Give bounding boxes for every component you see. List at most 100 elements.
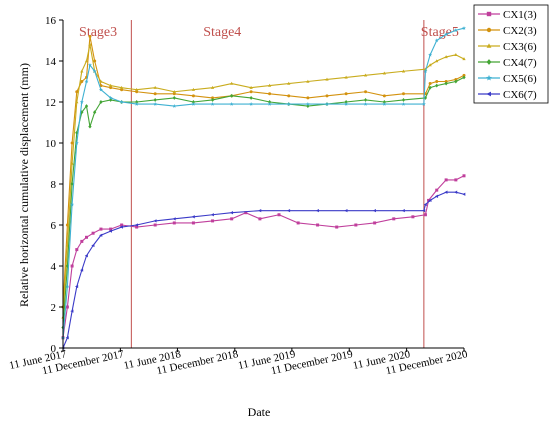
data-point (70, 202, 75, 207)
data-point (462, 57, 466, 61)
data-point (88, 34, 92, 38)
legend-item: CX2(3) (478, 25, 537, 37)
data-point (172, 89, 176, 93)
data-point (401, 209, 405, 213)
data-point (210, 98, 215, 102)
data-point (428, 198, 432, 203)
data-point (363, 73, 368, 77)
data-point (99, 100, 103, 104)
data-point (382, 94, 386, 98)
data-point (454, 77, 458, 81)
series-line (62, 35, 465, 308)
data-point (84, 104, 89, 109)
data-point (454, 178, 458, 182)
data-point (344, 75, 348, 79)
data-point (153, 223, 157, 227)
data-point (75, 100, 79, 104)
legend-item: CX1(3) (478, 9, 537, 21)
data-point (134, 101, 139, 106)
data-point (444, 32, 449, 37)
data-point (91, 243, 95, 248)
data-point (153, 101, 158, 106)
data-point (462, 174, 466, 178)
data-point (74, 284, 79, 289)
data-point (315, 209, 319, 213)
data-point (373, 221, 377, 225)
data-point (70, 309, 74, 313)
data-point (80, 239, 84, 243)
data-point (286, 101, 291, 106)
data-point (428, 82, 432, 86)
data-point (70, 161, 74, 165)
data-point (70, 141, 74, 145)
data-point (87, 63, 92, 67)
data-point (108, 229, 113, 233)
data-point (354, 223, 358, 227)
data-point (306, 96, 310, 100)
data-point (191, 94, 195, 98)
legend-label: CX5(6) (503, 73, 537, 85)
data-point (401, 92, 405, 96)
legend-item: CX4(7) (478, 57, 537, 69)
data-point (344, 101, 349, 106)
data-point (109, 98, 113, 102)
series-CX2(3) (61, 34, 466, 309)
data-point (119, 99, 124, 104)
data-point (172, 221, 176, 225)
y-tick-label: 12 (45, 97, 56, 109)
data-point (401, 101, 406, 106)
data-point (93, 59, 97, 63)
legend-label: CX2(3) (503, 25, 537, 37)
data-point (153, 92, 157, 96)
data-point (84, 79, 89, 84)
data-point (85, 235, 89, 239)
data-point (120, 88, 124, 92)
y-tick-label: 4 (51, 261, 57, 273)
data-point (462, 26, 466, 30)
legend-item: CX5(6) (478, 73, 537, 85)
data-point (454, 79, 458, 84)
data-point (296, 221, 300, 225)
data-point (428, 52, 433, 57)
data-point (423, 69, 428, 73)
data-point (75, 248, 79, 252)
data-point (93, 110, 97, 115)
data-point (277, 213, 281, 217)
data-point (172, 92, 176, 96)
series-CX4(7) (61, 75, 466, 330)
stage-label: Stage3 (79, 25, 117, 40)
data-point (109, 86, 113, 90)
data-point (98, 87, 103, 92)
data-point (211, 96, 215, 100)
legend-box (473, 4, 549, 104)
data-point (344, 209, 348, 213)
data-point (79, 99, 84, 104)
legend-label: CX6(7) (503, 89, 537, 101)
data-point (249, 95, 253, 100)
data-point (119, 225, 123, 229)
data-point (230, 93, 234, 98)
data-point (382, 101, 387, 106)
data-point (344, 92, 348, 96)
data-point (422, 209, 426, 213)
y-tick-label: 0 (51, 343, 57, 355)
legend-marker (486, 74, 492, 81)
data-point (454, 190, 458, 194)
data-point (435, 80, 439, 83)
series-CX1(3) (61, 174, 466, 340)
data-point (65, 284, 70, 289)
data-point (210, 85, 215, 89)
data-point (435, 188, 439, 192)
data-point (88, 124, 92, 129)
data-point (230, 81, 234, 85)
data-point (88, 42, 92, 46)
data-point (325, 94, 329, 98)
data-point (211, 219, 215, 223)
data-point (99, 233, 103, 237)
data-point (306, 79, 310, 83)
data-point (191, 87, 196, 91)
data-point (434, 38, 439, 43)
data-point (287, 94, 291, 98)
legend-item: CX6(7) (478, 89, 537, 101)
